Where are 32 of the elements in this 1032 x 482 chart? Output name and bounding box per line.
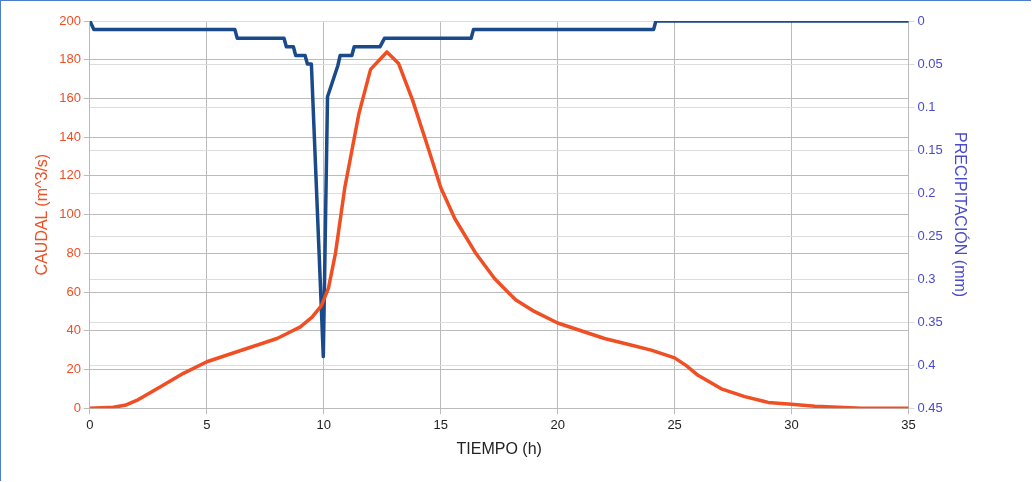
- y-tick-label: 200: [59, 12, 81, 28]
- y2-tick-label: 0.2: [917, 184, 936, 200]
- y2-axis-title: PRECIPITACIÓN (mm): [951, 132, 970, 298]
- y2-tick-label: 0.15: [917, 141, 943, 157]
- x-tick-label: 0: [86, 416, 94, 432]
- y2-tick-label: 0.45: [917, 399, 943, 415]
- x-tick-label: 10: [316, 416, 332, 432]
- x-tick-label: 5: [203, 416, 211, 432]
- y-axis-title: CAUDAL (m^3/s): [33, 153, 51, 276]
- x-tick-label: 30: [784, 416, 799, 432]
- y-tick-label: 20: [66, 361, 81, 377]
- y2-tick-label: 0.3: [917, 270, 936, 286]
- y2-tick-label: 0.4: [917, 356, 936, 372]
- y2-tick-label: 0.1: [917, 98, 936, 114]
- x-tick-label: 35: [901, 416, 916, 432]
- y-tick-label: 100: [59, 206, 81, 222]
- y2-tick-label: 0.25: [917, 227, 943, 243]
- x-tick-label: 25: [667, 416, 682, 432]
- x-tick-label: 15: [433, 416, 448, 432]
- y-tick-label: 80: [66, 244, 81, 260]
- y-tick-label: 180: [59, 51, 81, 67]
- x-tick-label: 20: [550, 416, 565, 432]
- y-tick-label: 140: [59, 128, 81, 144]
- y-tick-label: 120: [59, 167, 81, 183]
- y-tick-label: 60: [66, 283, 81, 299]
- y2-tick-label: 0: [917, 12, 925, 28]
- y-tick-label: 0: [73, 399, 81, 415]
- y-tick-label: 40: [66, 322, 81, 338]
- y2-tick-label: 0.05: [917, 55, 943, 71]
- x-axis-title: TIEMPO (h): [456, 439, 542, 457]
- y2-tick-label: 0.35: [917, 313, 943, 329]
- y-tick-label: 160: [59, 90, 81, 106]
